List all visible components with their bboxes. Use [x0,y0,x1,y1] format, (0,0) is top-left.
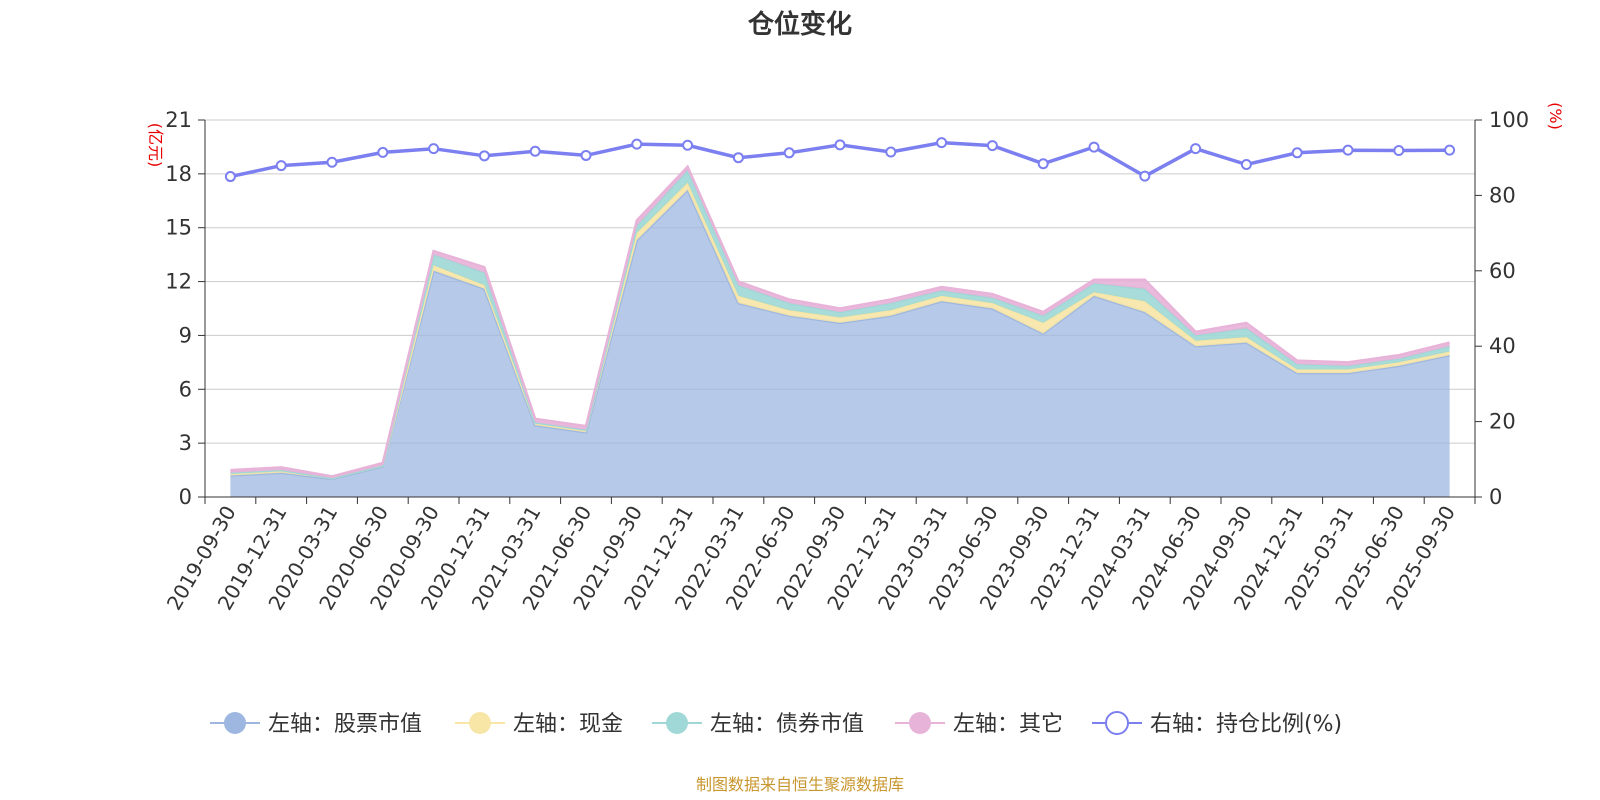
legend-label: 左轴：股票市值 [268,712,422,737]
left-axis-tick-label: 3 [179,431,192,455]
legend-circle-swatch [224,712,246,734]
ratio-point[interactable] [580,149,592,161]
ratio-point[interactable] [224,171,236,183]
ratio-point[interactable] [1393,145,1405,157]
ratio-point[interactable] [428,143,440,155]
right-axis-tick-label: 60 [1489,259,1516,283]
ratio-point[interactable] [1088,141,1100,153]
ratio-point[interactable] [275,160,287,172]
left-axis-tick-label: 6 [179,377,192,401]
source-note: 制图数据来自恒生聚源数据库 [696,775,904,794]
legend-label: 左轴：其它 [953,712,1063,737]
stacked-areas [230,164,1450,497]
legend-label: 左轴：债券市值 [710,712,864,737]
left-axis-tick-label: 9 [179,323,192,347]
right-axis-tick-label: 40 [1489,334,1516,358]
legend-item-1[interactable]: 左轴：现金 [455,712,623,737]
left-axis-tick-label: 0 [179,485,192,509]
legend-circle-swatch [909,712,931,734]
ratio-point[interactable] [478,150,490,162]
ratio-point[interactable] [834,139,846,151]
right-axis-tick-label: 0 [1489,485,1502,509]
ratio-point[interactable] [326,156,338,168]
ratio-point[interactable] [986,140,998,152]
ratio-point[interactable] [631,138,643,150]
right-axis-tick-label: 100 [1489,108,1529,132]
ratio-point[interactable] [1342,144,1354,156]
ratio-line-layer [224,137,1456,183]
legend: 左轴：股票市值 左轴：现金 左轴：债券市值 左轴：其它 右轴：持仓比例(%) [210,711,1342,737]
left-axis-unit: (亿元) [146,123,165,168]
legend-item-4[interactable]: 右轴：持仓比例(%) [1092,711,1342,737]
legend-item-2[interactable]: 左轴：债券市值 [652,712,864,737]
legend-label: 右轴：持仓比例(%) [1150,712,1342,737]
ratio-point[interactable] [783,147,795,159]
right-axis-unit: (%) [1546,102,1565,130]
ratio-point[interactable] [377,146,389,158]
legend-circle-swatch [469,712,491,734]
ratio-point[interactable] [1037,158,1049,170]
legend-circle-swatch [666,712,688,734]
ratio-point[interactable] [682,139,694,151]
left-axis-tick-label: 18 [165,162,192,186]
ratio-point[interactable] [1139,170,1151,182]
right-axis-tick-label: 80 [1489,183,1516,207]
area-series-3-edge [230,164,1450,478]
legend-label: 左轴：现金 [513,712,623,737]
left-axis-tick-label: 21 [165,108,192,132]
legend-item-0[interactable]: 左轴：股票市值 [210,712,422,737]
ratio-point[interactable] [529,145,541,157]
ratio-point[interactable] [1240,158,1252,170]
left-axis-tick-label: 15 [165,216,192,240]
legend-circle-swatch [1105,711,1129,735]
ratio-point[interactable] [885,146,897,158]
area-series-0 [230,190,1450,497]
left-axis-tick-label: 12 [165,270,192,294]
chart-title: 仓位变化 [747,9,852,40]
right-axis-tick-label: 20 [1489,410,1516,434]
ratio-point[interactable] [1190,143,1202,155]
ratio-point[interactable] [1291,147,1303,159]
ratio-point[interactable] [1444,144,1456,156]
legend-item-3[interactable]: 左轴：其它 [895,712,1063,737]
ratio-point[interactable] [936,137,948,149]
ratio-point[interactable] [732,152,744,164]
